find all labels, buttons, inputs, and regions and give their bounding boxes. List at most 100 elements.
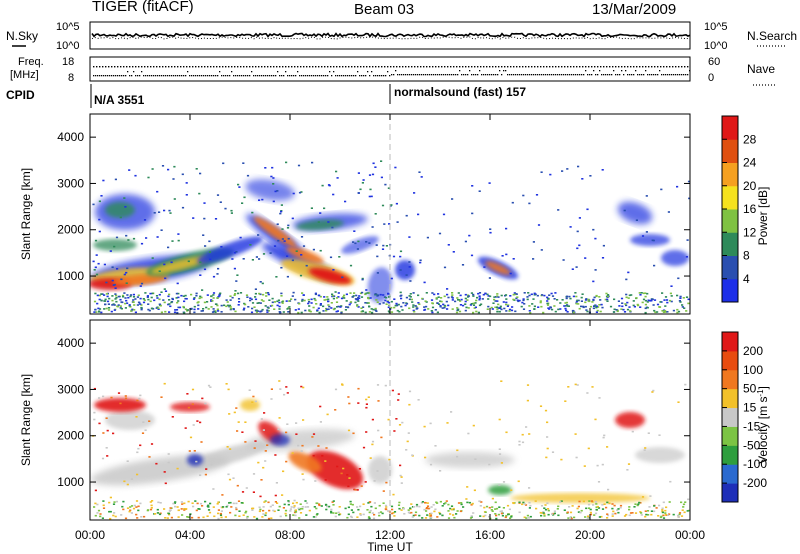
scatter-pixel [549,173,552,176]
scatter-pixel [517,300,520,303]
scatter-pixel [352,295,355,297]
freq-dot [114,66,116,68]
scatter-pixel [301,292,304,294]
scatter-pixel [638,501,641,504]
scatter-pixel [536,294,539,297]
scatter-pixel [212,292,216,294]
scatter-pixel [409,293,412,295]
scatter-pixel [508,310,511,312]
scatter-pixel [359,505,362,508]
scatter-pixel [625,513,628,516]
scatter-pixel [601,508,605,510]
scatter-cell [617,201,653,225]
scatter-pixel [359,188,362,191]
scatter-pixel [262,300,265,302]
scatter-pixel [261,282,264,285]
scatter-pixel [364,293,367,296]
nave-dot [683,74,685,76]
scatter-pixel [575,300,578,303]
scatter-pixel [209,502,212,505]
scatter-pixel [617,508,620,510]
scatter-pixel [104,298,107,301]
scatter-pixel [164,482,167,485]
scatter-pixel [486,293,489,296]
scatter-pixel [408,390,412,393]
scatter-pixel [446,293,449,296]
scatter-pixel [346,474,349,476]
freq-dot [411,66,413,68]
scatter-pixel [592,280,595,283]
nave-dot [353,75,355,77]
scatter-pixel [679,297,682,299]
scatter-pixel [563,509,566,511]
nave-dot [559,74,561,76]
ytick-label: 3000 [57,382,84,396]
scatter-pixel [233,294,236,296]
scatter-pixel [114,293,117,295]
scatter-pixel [679,295,682,298]
nave-dot [343,75,345,77]
nave-dot [99,75,101,77]
scatter-pixel [277,428,280,431]
scatter-pixel [447,510,450,512]
scatter-pixel [504,294,508,296]
scatter-pixel [427,308,430,310]
scatter-pixel [323,296,326,298]
scatter-pixel [672,513,675,516]
freq-dot [300,66,302,68]
scatter-pixel [125,271,128,274]
scatter-pixel [573,516,576,519]
ytick-label: 4000 [57,130,84,144]
nave-dot [575,74,577,76]
scatter-pixel [267,293,270,296]
freq-dot [471,66,473,68]
scatter-pixel [123,197,126,199]
scatter-pixel [407,509,410,511]
scatter-pixel [206,515,209,517]
scatter-cell [253,216,297,248]
scatter-cell [485,261,511,275]
scatter-pixel [352,432,355,435]
scatter-pixel [259,281,262,283]
scatter-pixel [280,204,283,206]
scatter-pixel [330,510,333,513]
scatter-pixel [329,256,333,259]
scatter-pixel [426,505,430,507]
nave-dot [503,70,505,72]
scatter-pixel [301,506,304,508]
scatter-pixel [488,182,491,184]
xtick-label: 00:00 [675,528,705,542]
scatter-pixel [340,472,343,475]
nave-dot [395,70,397,72]
scatter-pixel [103,263,106,266]
scatter-pixel [380,436,383,439]
nave-dot [631,74,633,76]
scatter-pixel [266,444,269,446]
freq-dot [507,66,509,68]
scatter-pixel [522,194,525,197]
scatter-pixel [302,294,305,296]
scatter-pixel [120,278,123,281]
scatter-pixel [414,514,417,516]
scatter-pixel [146,295,149,297]
freq-dot [600,66,602,68]
scatter-pixel [307,298,310,301]
scatter-pixel [426,507,429,509]
scatter-pixel [278,505,281,508]
nave-dot [327,75,329,77]
colorbar-tick-label: -15 [743,419,761,433]
scatter-pixel [177,292,180,295]
scatter-pixel [216,304,219,307]
scatter-pixel [221,494,224,496]
scatter-pixel [540,305,543,308]
nave-dot [303,75,305,77]
scatter-pixel [280,295,283,297]
colorbar-swatch [722,350,738,371]
freq-dot [369,66,371,68]
scatter-pixel [115,296,118,299]
scatter-pixel [149,508,153,511]
scatter-pixel [677,277,680,280]
scatter-pixel [229,511,232,514]
colorbar-swatch [722,483,738,503]
scatter-pixel [541,294,544,296]
